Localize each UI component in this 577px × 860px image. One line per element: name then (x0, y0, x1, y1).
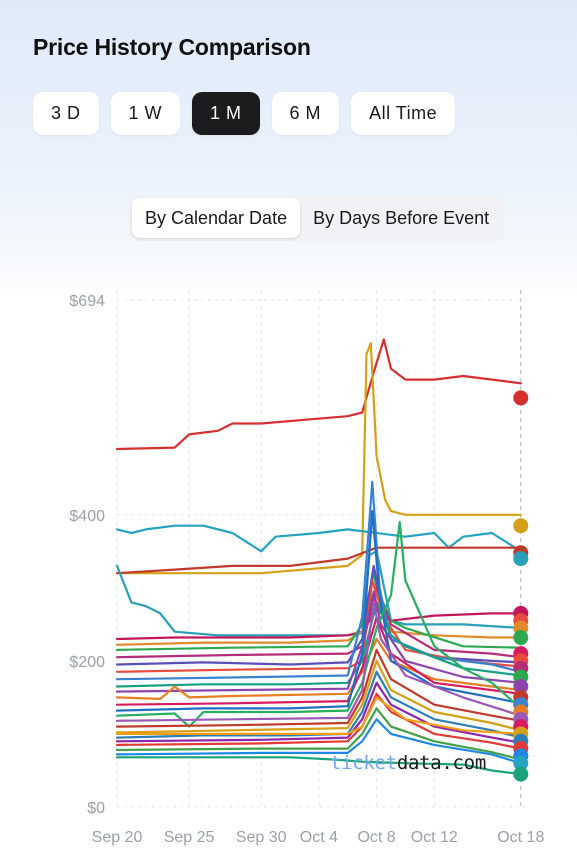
series-line (115, 510, 522, 712)
end-marker (513, 518, 529, 534)
chart-series (115, 338, 522, 776)
tab-3d[interactable]: 3 D (33, 92, 99, 135)
watermark: ticketdata.com (330, 752, 486, 774)
series-line (115, 670, 522, 739)
time-range-tabs: 3 D 1 W 1 M 6 M All Time (33, 92, 456, 135)
series-line (115, 659, 522, 734)
tab-1m[interactable]: 1 M (192, 92, 260, 135)
x-axis: Sep 20 Sep 25 Sep 30 Oct 4 Oct 8 Oct 12 Oct 18 (92, 829, 545, 846)
series-line (115, 586, 522, 659)
date-mode-toggle: By Calendar Date By Days Before Event (129, 195, 506, 241)
y-tick-label: $694 (69, 293, 105, 310)
page-title: Price History Comparison (33, 34, 311, 60)
series-line (115, 590, 522, 693)
end-marker (513, 630, 529, 646)
series-line (115, 718, 522, 765)
series-line (115, 480, 522, 681)
end-marker (513, 766, 529, 782)
end-marker (513, 678, 529, 694)
x-tick-label: Sep 30 (236, 829, 287, 846)
y-axis: $0 $200 $400 $694 (69, 293, 105, 817)
x-tick-label: Sep 25 (164, 829, 215, 846)
series-line (115, 696, 522, 735)
series-line (115, 338, 522, 451)
tab-1w[interactable]: 1 W (110, 92, 181, 135)
price-history-chart: $0 $200 $400 $694 Sep 20 Sep 25 Sep 30 Oct 4 Oc… (69, 290, 545, 846)
series-line (115, 681, 522, 744)
series-line (115, 692, 522, 750)
watermark-part-2: data.com (396, 752, 486, 774)
series-line (115, 707, 522, 761)
end-marker (513, 551, 529, 567)
chart-end-markers (513, 390, 529, 782)
y-tick-label: $200 (69, 654, 105, 671)
x-tick-label: Oct 18 (497, 829, 544, 846)
by-calendar-date-button[interactable]: By Calendar Date (132, 198, 301, 238)
y-tick-label: $400 (69, 508, 105, 525)
tab-all-time[interactable]: All Time (351, 92, 456, 135)
by-days-before-event-button[interactable]: By Days Before Event (313, 207, 490, 228)
series-line (115, 601, 522, 722)
tab-6m[interactable]: 6 M (271, 92, 340, 135)
y-tick-label: $0 (87, 800, 105, 817)
end-marker (513, 390, 529, 406)
series-line (115, 521, 522, 728)
series-line (115, 648, 522, 728)
watermark-part-1: ticket (330, 752, 397, 774)
x-tick-label: Sep 20 (92, 829, 143, 846)
end-marker (513, 755, 529, 771)
series-line (115, 524, 522, 553)
series-line (115, 756, 522, 776)
x-tick-label: Oct 8 (357, 829, 395, 846)
x-tick-label: Oct 12 (411, 829, 458, 846)
series-line (115, 342, 522, 575)
x-tick-label: Oct 4 (300, 829, 338, 846)
series-line (115, 572, 522, 651)
series-line (115, 546, 522, 575)
series-line (115, 579, 522, 673)
